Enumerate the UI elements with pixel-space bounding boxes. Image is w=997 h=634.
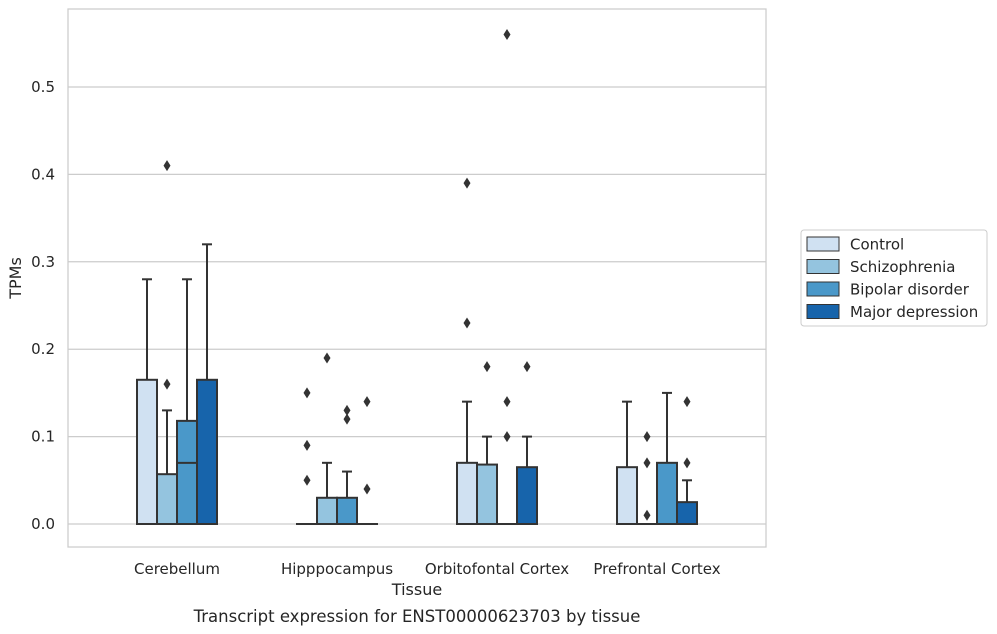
outlier-point — [643, 457, 651, 469]
y-tick-label: 0.3 — [31, 253, 55, 271]
box — [296, 387, 318, 526]
box — [196, 243, 218, 526]
outlier-point — [343, 404, 351, 416]
y-tick-label: 0.4 — [31, 165, 55, 183]
plot-area-frame — [67, 8, 767, 548]
box — [136, 278, 158, 526]
x-tick-label: Prefrontal Cortex — [593, 560, 720, 578]
box — [176, 278, 198, 526]
box — [336, 404, 358, 525]
outlier-point — [523, 361, 531, 373]
chart-caption: Transcript expression for ENST0000062370… — [193, 607, 641, 626]
legend-swatch — [806, 281, 840, 297]
box-body — [516, 466, 538, 526]
box — [516, 361, 538, 526]
y-tick-label: 0.2 — [31, 340, 55, 358]
outlier-point — [463, 177, 471, 189]
outlier-point — [683, 396, 691, 408]
y-tick-label: 0.5 — [31, 78, 55, 96]
gridlines — [68, 86, 766, 525]
box-body — [196, 378, 218, 526]
outlier-point — [503, 29, 511, 41]
outlier-point — [643, 509, 651, 521]
box — [356, 396, 378, 526]
legend-swatch — [806, 259, 840, 274]
box — [636, 431, 658, 526]
box — [616, 400, 638, 526]
box-body — [656, 461, 678, 526]
box-body — [136, 378, 158, 526]
legend-label: Bipolar disorder — [850, 281, 970, 299]
outlier-point — [303, 439, 311, 451]
box-body — [336, 496, 358, 525]
outlier-point — [363, 483, 371, 495]
y-tick-labels: 0.0 0.1 0.2 0.3 0.4 0.5 — [31, 78, 55, 533]
legend-label: Major depression — [850, 303, 978, 321]
legend-label: Control — [850, 236, 904, 254]
legend-swatch — [806, 304, 840, 319]
y-tick-label: 0.1 — [31, 428, 55, 446]
outlier-point — [463, 317, 471, 329]
outlier-point — [503, 431, 511, 443]
legend-label: Schizophrenia — [850, 258, 955, 276]
box — [656, 391, 678, 526]
outlier-point — [683, 457, 691, 469]
box-body — [456, 461, 478, 526]
box-body — [476, 463, 498, 525]
box-body — [616, 466, 638, 526]
box — [316, 352, 338, 525]
outlier-point — [363, 396, 371, 408]
y-axis-label: TPMs — [6, 257, 25, 300]
box-body — [316, 496, 338, 525]
outlier-point — [303, 474, 311, 486]
outlier-point — [343, 413, 351, 425]
outlier-point — [643, 431, 651, 443]
box — [676, 396, 698, 525]
x-axis-label: Tissue — [391, 580, 442, 599]
legend-frame — [800, 229, 988, 327]
box — [456, 177, 478, 526]
box — [496, 29, 518, 526]
box-plots — [136, 29, 698, 526]
x-tick-label: Cerebellum — [134, 560, 220, 578]
box-body — [676, 501, 698, 525]
outlier-point — [163, 378, 171, 390]
x-tick-label: Orbitofontal Cortex — [425, 560, 569, 578]
box-body — [156, 473, 178, 526]
legend-swatch — [806, 236, 840, 252]
legend: Control Schizophrenia Bipolar disorder Majo… — [800, 229, 988, 327]
box — [156, 160, 178, 526]
outlier-point — [303, 387, 311, 399]
outlier-point — [503, 396, 511, 408]
outlier-point — [323, 352, 331, 364]
y-tick-label: 0.0 — [31, 515, 55, 533]
x-tick-label: Hipppocampus — [281, 560, 393, 578]
outlier-point — [163, 160, 171, 172]
outlier-point — [483, 361, 491, 373]
box-body — [176, 419, 198, 526]
x-tick-labels: Cerebellum Hipppocampus Orbitofontal Corte… — [134, 560, 721, 578]
box — [476, 361, 498, 525]
